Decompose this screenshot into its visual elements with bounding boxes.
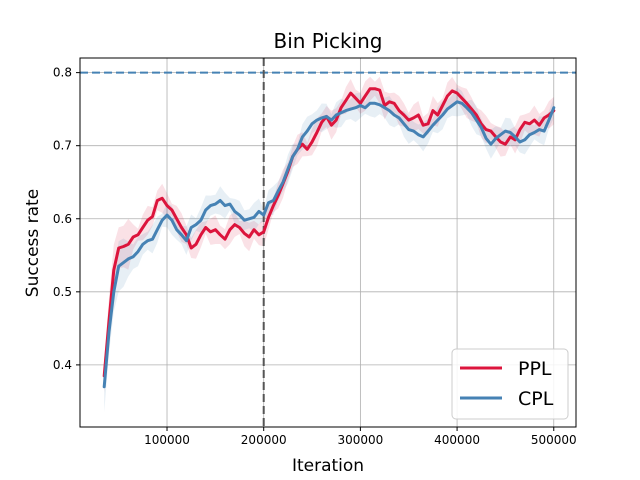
x-axis-label: Iteration [292,456,364,476]
chart-title: Bin Picking [274,29,383,53]
confidence-band-layer [104,76,554,413]
plot-frame [79,57,577,428]
legend-label-cpl: CPL [518,388,554,410]
y-tick-label: 0.5 [53,285,72,299]
confidence-band-ppl [104,76,554,393]
y-tick-label: 0.7 [53,139,72,153]
tick-label-layer: 100000 200000 300000 400000 500000 0.4 0.5 0.6 0… [53,66,577,447]
reference-line-layer [80,58,576,427]
x-tick-label: 400000 [434,433,480,447]
series-line-ppl [102,87,556,378]
x-tick-label: 500000 [531,433,577,447]
x-tick-label: 100000 [144,433,190,447]
legend: PPL CPL [451,348,569,420]
x-tick-label: 300000 [337,433,383,447]
y-tick-label: 0.8 [53,66,72,80]
legend-label-ppl: PPL [518,358,552,380]
y-tick-label: 0.6 [53,212,72,226]
y-tick-label: 0.4 [53,358,72,372]
series-line-cpl [102,100,556,389]
confidence-band-cpl [104,87,554,413]
x-tick-label: 200000 [241,433,287,447]
series-line-layer [102,87,556,389]
axes-layer [76,57,577,431]
y-axis-label: Success rate [23,189,43,297]
